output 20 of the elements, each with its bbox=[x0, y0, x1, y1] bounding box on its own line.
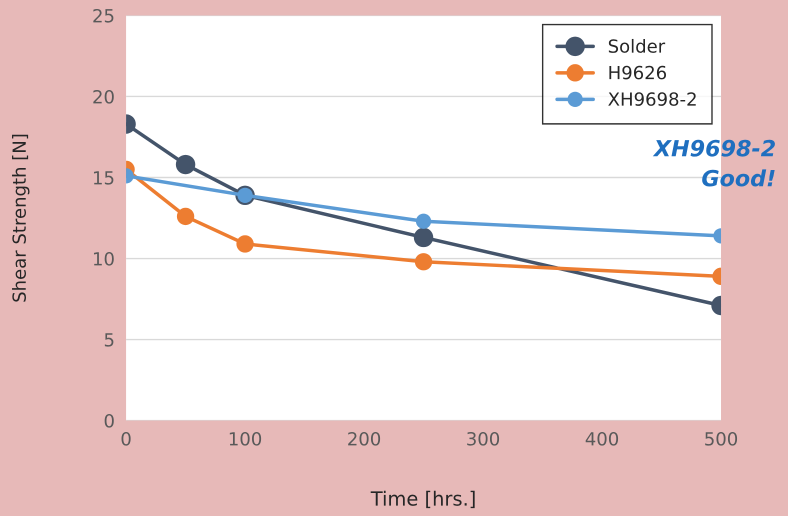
y-tick-label: 5 bbox=[104, 333, 114, 347]
legend-label: Solder bbox=[608, 38, 666, 53]
point bbox=[414, 253, 432, 270]
y-tick-label: 0 bbox=[104, 414, 114, 428]
x-tick-label: 500 bbox=[705, 432, 738, 446]
annotation: XH9698-2 Good! bbox=[652, 140, 775, 187]
y-tick-label: 20 bbox=[93, 90, 114, 104]
legend-label: H9626 bbox=[609, 66, 666, 80]
legend-label: XH9698-2 bbox=[608, 92, 696, 106]
x-tick-label: 200 bbox=[348, 432, 380, 446]
y-tick-label: 10 bbox=[94, 252, 114, 266]
x-tick-label: 300 bbox=[467, 432, 500, 446]
x-tick-label: 0 bbox=[122, 432, 131, 446]
y-axis-title: Shear Strength [N] bbox=[12, 134, 30, 302]
point bbox=[414, 228, 434, 248]
x-axis-title: Time [hrs.] bbox=[370, 490, 475, 508]
x-tick-label: 100 bbox=[230, 432, 262, 446]
x-tick-label: 400 bbox=[586, 432, 618, 446]
y-tick-label: 15 bbox=[94, 171, 114, 185]
y-tick-label: 25 bbox=[93, 8, 114, 23]
